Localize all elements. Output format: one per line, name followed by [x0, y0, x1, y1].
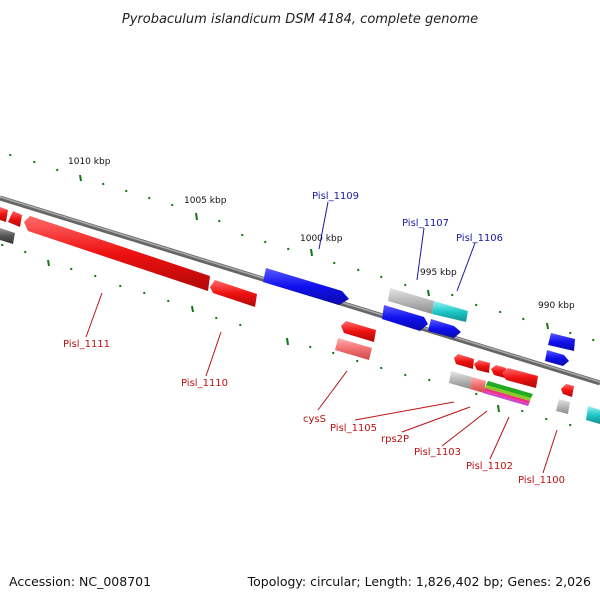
gene-label[interactable]: Pisl_1110 — [181, 378, 228, 389]
gene-rev-1[interactable] — [341, 321, 376, 342]
accession: Accession: NC_008701 — [9, 574, 151, 589]
gene-forward-4[interactable] — [545, 350, 569, 366]
gene-label[interactable]: Pisl_1100 — [518, 475, 565, 486]
gene-left-1[interactable] — [0, 207, 8, 222]
genome-summary: Topology: circular; Length: 1,826,402 bp… — [247, 574, 591, 589]
gene-label[interactable]: Pisl_1103 — [414, 447, 461, 458]
forward-genes — [263, 268, 575, 366]
gene-rev-2[interactable] — [454, 354, 474, 369]
gene-label[interactable]: Pisl_1111 — [63, 339, 110, 350]
gene-pisl-1105[interactable] — [449, 371, 472, 389]
scale-label: 990 kbp — [538, 301, 575, 311]
scale-ticks — [9, 153, 595, 342]
gene-label[interactable]: Pisl_1107 — [402, 218, 449, 229]
gene-right-cyan[interactable] — [586, 406, 600, 424]
leader-lines — [85, 201, 558, 474]
inner-ticks — [1, 243, 572, 427]
gene-pisl-1100[interactable] — [556, 399, 570, 414]
scale-label: 1010 kbp — [68, 157, 111, 167]
gene-rev-4[interactable] — [491, 365, 506, 378]
reverse-genes — [0, 207, 600, 424]
gene-label[interactable]: Pisl_1102 — [466, 461, 513, 472]
gene-rev-3[interactable] — [474, 360, 490, 373]
gene-label[interactable]: rps2P — [381, 434, 409, 445]
gene-rps2p[interactable] — [470, 377, 486, 393]
gene-pisl-1111[interactable] — [24, 216, 210, 291]
gene-left-dark[interactable] — [0, 228, 15, 244]
gene-label[interactable]: cysS — [303, 414, 326, 425]
scale-label: 1005 kbp — [184, 196, 227, 206]
gene-rev-6[interactable] — [561, 384, 574, 397]
gene-rev-5[interactable] — [502, 368, 538, 388]
gene-pisl-1110[interactable] — [210, 280, 257, 307]
gene-pisl-1102[interactable] — [483, 381, 533, 406]
gene-forward-1[interactable] — [382, 305, 428, 331]
gene-forward-2[interactable] — [428, 319, 461, 338]
gene-pisl-1108[interactable] — [388, 288, 434, 314]
gene-pisl-1109[interactable] — [263, 268, 349, 305]
gene-forward-3[interactable] — [548, 333, 575, 351]
gene-label[interactable]: Pisl_1106 — [456, 233, 503, 244]
gene-pisl-1106[interactable] — [432, 301, 468, 322]
gene-cyss[interactable] — [335, 338, 372, 360]
map-title: Pyrobaculum islandicum DSM 4184, complet… — [122, 12, 478, 27]
gene-label[interactable]: Pisl_1109 — [312, 191, 359, 202]
scale-label: 995 kbp — [420, 268, 457, 278]
gene-left-2[interactable] — [8, 211, 22, 227]
gene-label[interactable]: Pisl_1105 — [330, 423, 377, 434]
